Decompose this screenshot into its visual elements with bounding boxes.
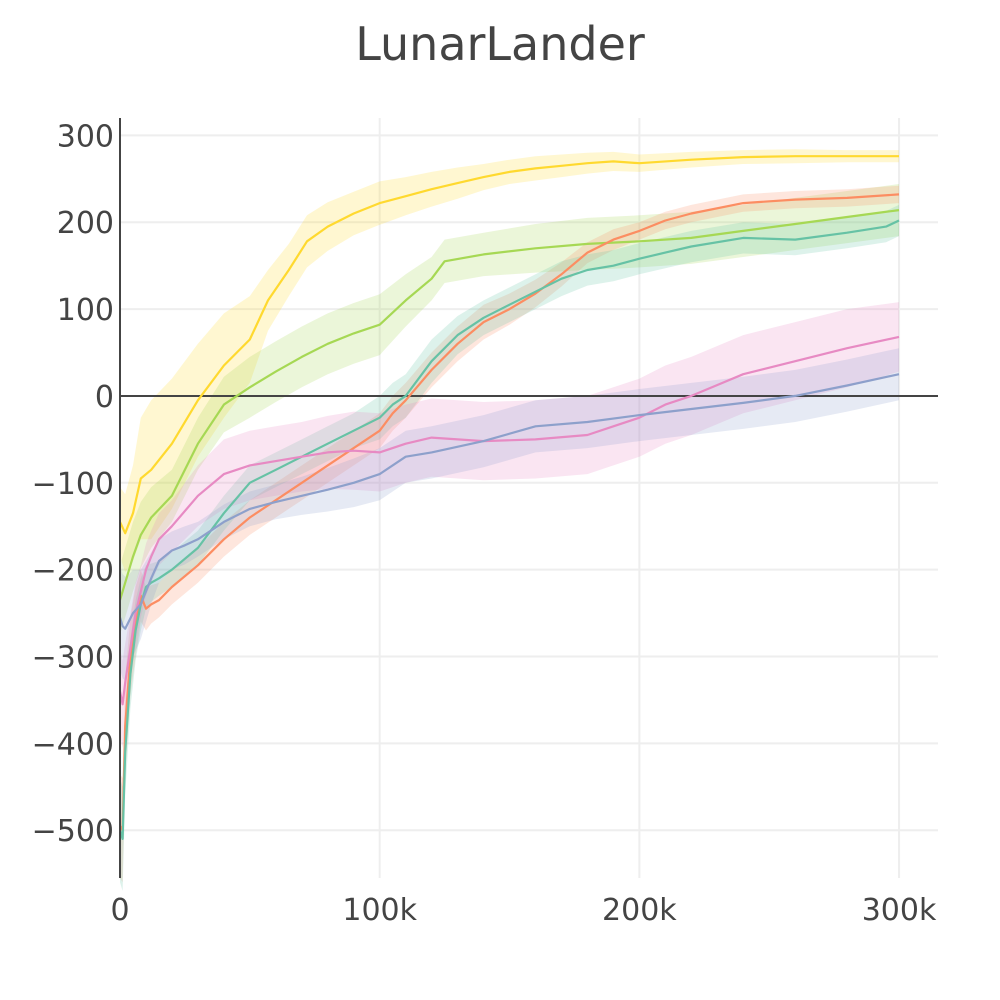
series-2-band — [120, 184, 899, 635]
grid-layer — [120, 118, 938, 878]
y-tick-label: −400 — [32, 727, 114, 762]
series-4-line — [118, 219, 900, 841]
series-1-line — [119, 155, 899, 535]
series-2-line — [118, 209, 900, 601]
y-tick-label: −500 — [32, 814, 114, 849]
y-tick-label: −300 — [32, 641, 114, 676]
series-1-band — [120, 149, 899, 573]
tick-label-layer: 300 200 100 0 −100 −200 −300 −400 −500 0 100k 200k 3… — [32, 119, 937, 928]
y-tick-label: 0 — [95, 380, 114, 415]
y-tick-label: 200 — [57, 206, 114, 241]
series-6-line — [118, 373, 900, 630]
chart-title: LunarLander — [355, 17, 645, 71]
series-5-band — [120, 302, 899, 748]
series-3-line — [119, 193, 900, 832]
y-tick-label: 100 — [57, 293, 114, 328]
x-tick-label: 200k — [602, 893, 677, 928]
y-tick-label: −100 — [32, 467, 114, 502]
band-layer — [120, 149, 899, 891]
series-5-line — [118, 335, 900, 706]
x-tick-label: 300k — [862, 893, 937, 928]
y-tick-label: −200 — [32, 554, 114, 589]
series-6-band — [120, 348, 899, 681]
x-tick-label: 0 — [110, 893, 129, 928]
line-layer — [118, 155, 900, 841]
y-tick-label: 300 — [57, 119, 114, 154]
x-tick-label: 100k — [342, 893, 417, 928]
